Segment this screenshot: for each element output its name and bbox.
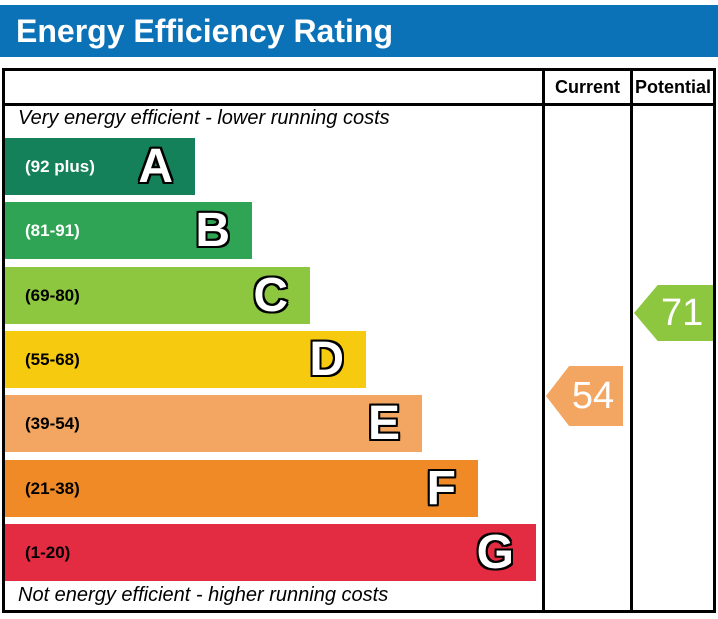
column-header-potential: Potential <box>634 77 711 97</box>
band-letter: E <box>367 397 400 450</box>
current-rating-value: 54 <box>571 374 615 417</box>
band-row: (55-68) D <box>5 331 366 388</box>
band-row: (81-91) B <box>5 202 252 259</box>
band-range-label: (92 plus) <box>25 157 95 176</box>
band-letter: A <box>138 140 173 193</box>
band-letter: B <box>195 204 230 257</box>
band-row: (92 plus) A <box>5 138 195 195</box>
column-header-current: Current <box>554 77 620 97</box>
band-range-label: (39-54) <box>25 414 80 433</box>
band-row: (21-38) F <box>5 460 478 517</box>
band-letter: F <box>426 462 456 515</box>
column-divider-potential <box>630 71 633 610</box>
band-range-label: (81-91) <box>25 221 80 240</box>
column-divider-current <box>542 71 545 610</box>
top-note: Very energy efficient - lower running co… <box>18 107 390 129</box>
band-row: (1-20) G <box>5 524 536 581</box>
title-bar: Energy Efficiency Rating <box>0 5 718 57</box>
band-range-label: (1-20) <box>25 543 71 562</box>
band-letter: D <box>309 333 344 386</box>
header-underline <box>5 103 713 106</box>
band-range-label: (55-68) <box>25 350 80 369</box>
band-letter: G <box>476 526 514 579</box>
potential-rating-value: 71 <box>661 291 704 334</box>
page-title: Energy Efficiency Rating <box>16 13 393 49</box>
band-letter: C <box>253 269 288 322</box>
bands-area: (92 plus) A (81-91) B (69-80) C (55-68) … <box>5 71 713 610</box>
band-range-label: (69-80) <box>25 286 80 305</box>
bottom-note: Not energy efficient - higher running co… <box>18 584 389 606</box>
band-row: (39-54) E <box>5 395 422 452</box>
band-range-label: (21-38) <box>25 479 80 498</box>
rating-table: Current Potential Very energy efficient … <box>2 68 716 613</box>
band-row: (69-80) C <box>5 267 310 324</box>
